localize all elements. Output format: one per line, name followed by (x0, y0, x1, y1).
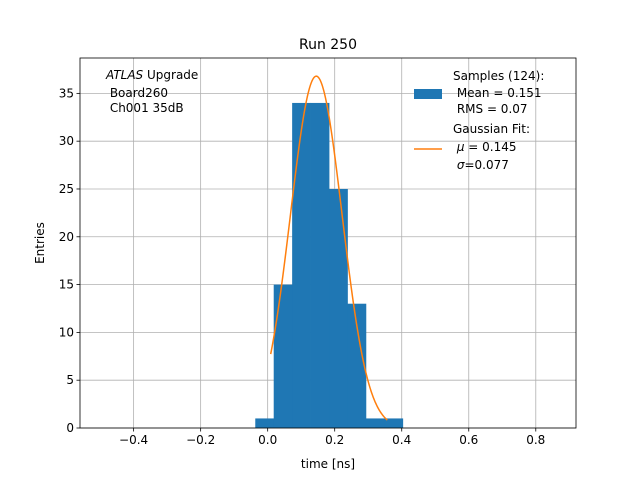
svg-text:σ=0.077: σ=0.077 (453, 158, 509, 172)
y-tick-label: 0 (66, 421, 74, 435)
atlas-annotation: ATLAS Upgrade Board260 Ch001 35dB (105, 68, 198, 115)
histogram-bar (365, 418, 385, 428)
legend-fit-mu-symbol: μ (456, 140, 465, 154)
annotation-atlas: ATLAS (105, 68, 144, 82)
x-tick-label: −0.2 (186, 433, 215, 447)
y-tick-label: 25 (59, 182, 74, 196)
annotation-channel: Ch001 35dB (106, 101, 184, 115)
legend-fit-mu-value: = 0.145 (464, 140, 516, 154)
legend-fit-sigma-symbol: σ (457, 158, 465, 172)
histogram-bar (347, 303, 367, 428)
x-tick-label: 0.8 (526, 433, 545, 447)
legend-fit-sigma-value: =0.077 (464, 158, 508, 172)
plot-frame (79, 57, 577, 429)
y-axis-ticks: 0 5 10 15 20 25 30 35 (59, 86, 80, 435)
histogram-bar (329, 188, 348, 428)
histogram-bar (255, 418, 275, 428)
y-tick-label: 5 (66, 373, 74, 387)
y-axis-label: Entries (33, 222, 47, 264)
legend-samples-title: Samples (124): (453, 69, 544, 83)
annotation-upgrade: Upgrade (143, 68, 198, 82)
x-tick-label: 0.2 (325, 433, 344, 447)
y-tick-label: 30 (59, 134, 74, 148)
y-tick-label: 20 (59, 230, 74, 244)
x-axis-ticks: −0.4 −0.2 0.0 0.2 0.4 0.6 0.8 (119, 428, 545, 447)
gaussian-fit-curve (269, 75, 388, 421)
histogram-bars (255, 102, 404, 429)
x-tick-label: 0.4 (392, 433, 411, 447)
y-tick-label: 10 (59, 325, 74, 339)
x-tick-label: 0.0 (258, 433, 277, 447)
chart-title: Run 250 (299, 37, 357, 53)
legend: Samples (124): Mean = 0.151 RMS = 0.07 G… (414, 69, 544, 172)
y-tick-label: 15 (59, 278, 74, 292)
legend-samples-mean: Mean = 0.151 (453, 86, 542, 100)
legend-fit-title: Gaussian Fit: (453, 122, 530, 136)
histogram-bar (384, 418, 404, 428)
legend-samples-swatch (414, 89, 442, 99)
y-tick-label: 35 (59, 86, 74, 100)
svg-text:μ = 0.145: μ = 0.145 (453, 140, 517, 154)
svg-text:ATLAS Upgrade: ATLAS Upgrade (105, 68, 198, 82)
histogram-bar (292, 102, 311, 429)
x-axis-label: time [ns] (301, 457, 355, 471)
annotation-board: Board260 (106, 86, 168, 100)
histogram-bar (273, 284, 293, 428)
histogram-bar (310, 102, 330, 429)
x-tick-label: −0.4 (119, 433, 148, 447)
x-tick-label: 0.6 (459, 433, 478, 447)
legend-samples-rms: RMS = 0.07 (453, 102, 528, 116)
